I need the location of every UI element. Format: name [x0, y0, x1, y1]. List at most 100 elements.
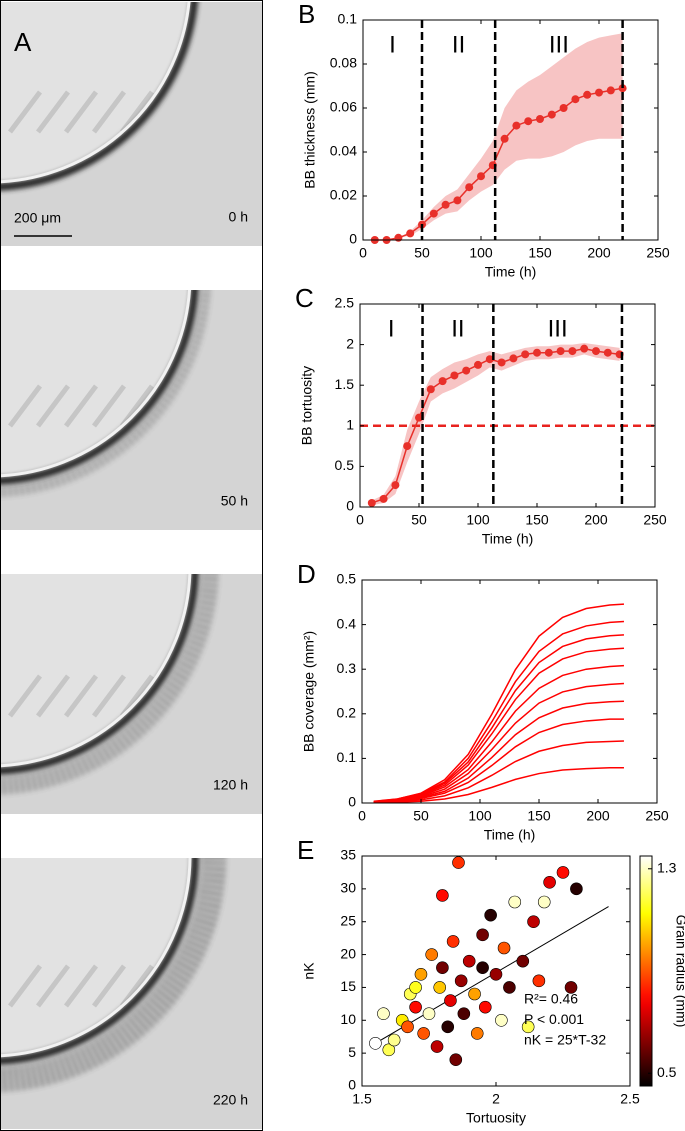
marker [583, 90, 592, 99]
x-tick-label: 1.5 [352, 1091, 372, 1107]
point [452, 856, 465, 869]
marker [465, 183, 474, 192]
panel-letter: E [297, 835, 314, 865]
marker [474, 360, 482, 369]
point [495, 1013, 508, 1027]
point [422, 1007, 436, 1021]
point [468, 987, 481, 1001]
y-tick-label: 35 [340, 847, 356, 863]
x-tick-label: 50 [414, 245, 430, 261]
y-tick-label: 20 [340, 945, 356, 961]
hatch [92, 384, 126, 428]
point [462, 954, 476, 968]
panel-letter: C [295, 283, 314, 313]
annotation: nK = 25*T-32 [524, 1032, 606, 1048]
time-label: 220 h [213, 1092, 248, 1108]
x-axis-label: Time (h) [484, 827, 536, 843]
point [564, 981, 578, 994]
marker [536, 115, 544, 123]
point [409, 1000, 422, 1014]
phase-label: I [388, 315, 395, 342]
y-tick-label: 0.3 [337, 660, 357, 676]
marker [592, 347, 600, 356]
hatch [120, 674, 154, 718]
phase-label: II [451, 315, 464, 342]
marker [571, 95, 580, 104]
hatch [36, 674, 70, 718]
marker [429, 209, 438, 218]
x-tick-label: 2 [492, 1091, 500, 1107]
x-tick-label: 250 [643, 512, 667, 528]
y-tick-label: 0 [348, 1077, 356, 1093]
marker [415, 413, 423, 422]
micrograph [1, 574, 262, 814]
panel-letter: D [297, 559, 316, 589]
y-tick-label: 0 [348, 794, 356, 810]
x-tick-label: 250 [645, 808, 669, 824]
hatch [64, 964, 98, 1008]
hatch [8, 964, 42, 1008]
y-tick-label: 0.1 [337, 749, 357, 765]
y-axis-label: nK [301, 962, 317, 980]
point [470, 1027, 484, 1040]
x-tick-label: 250 [646, 245, 670, 261]
line [373, 740, 624, 804]
x-tick-label: 2.5 [620, 1091, 640, 1107]
y-tick-label: 0.4 [337, 615, 357, 631]
point [476, 928, 489, 942]
marker [406, 229, 415, 238]
x-axis-label: Time (h) [482, 531, 534, 547]
marker [500, 134, 509, 143]
marker [559, 104, 568, 112]
y-tick-label: 0 [349, 231, 357, 247]
y-axis-label: BB coverage (mm²) [301, 631, 317, 752]
hatch [36, 90, 70, 134]
y-tick-label: 1 [346, 417, 354, 433]
line [373, 718, 624, 803]
marker [403, 442, 412, 451]
x-tick-label: 0 [358, 808, 366, 824]
point [516, 954, 530, 968]
point [489, 967, 503, 981]
line [374, 87, 623, 241]
point [497, 941, 511, 955]
point [425, 948, 438, 961]
phase-label: III [548, 315, 568, 342]
hatch [120, 964, 154, 1008]
y-tick-label: 2 [346, 335, 354, 351]
marker [509, 354, 518, 363]
marker [450, 371, 459, 380]
scale-label: 200 μm [14, 210, 61, 226]
marker [367, 498, 376, 507]
marker [391, 481, 400, 490]
point [508, 895, 522, 909]
marker [547, 110, 556, 119]
hatch [8, 90, 42, 134]
y-tick-label: 0.02 [330, 187, 357, 203]
grain [1, 290, 195, 481]
panel-letter: B [298, 0, 315, 29]
time-label: 0 h [229, 209, 248, 225]
line [373, 647, 625, 803]
colorbar-label: Grain radius (mm) [673, 915, 685, 1028]
point [532, 974, 546, 988]
y-tick-label: 0 [346, 498, 354, 514]
colorbar-tick-label: 1.3 [657, 859, 677, 875]
x-tick-label: 0 [359, 245, 367, 261]
grain [1, 574, 195, 771]
point [537, 895, 551, 909]
colorbar-tick-label: 0.5 [657, 1064, 677, 1080]
point [476, 961, 489, 975]
x-tick-label: 50 [411, 512, 427, 528]
point [436, 889, 449, 902]
point [401, 1020, 414, 1034]
annotation: P < 0.001 [524, 1011, 584, 1027]
point [433, 981, 447, 994]
x-tick-label: 150 [527, 808, 551, 824]
annotation: R²= 0.46 [524, 991, 578, 1007]
phase-label: I [389, 31, 396, 58]
hatch [64, 674, 98, 718]
point [441, 1020, 455, 1034]
y-tick-label: 2.5 [335, 295, 355, 311]
